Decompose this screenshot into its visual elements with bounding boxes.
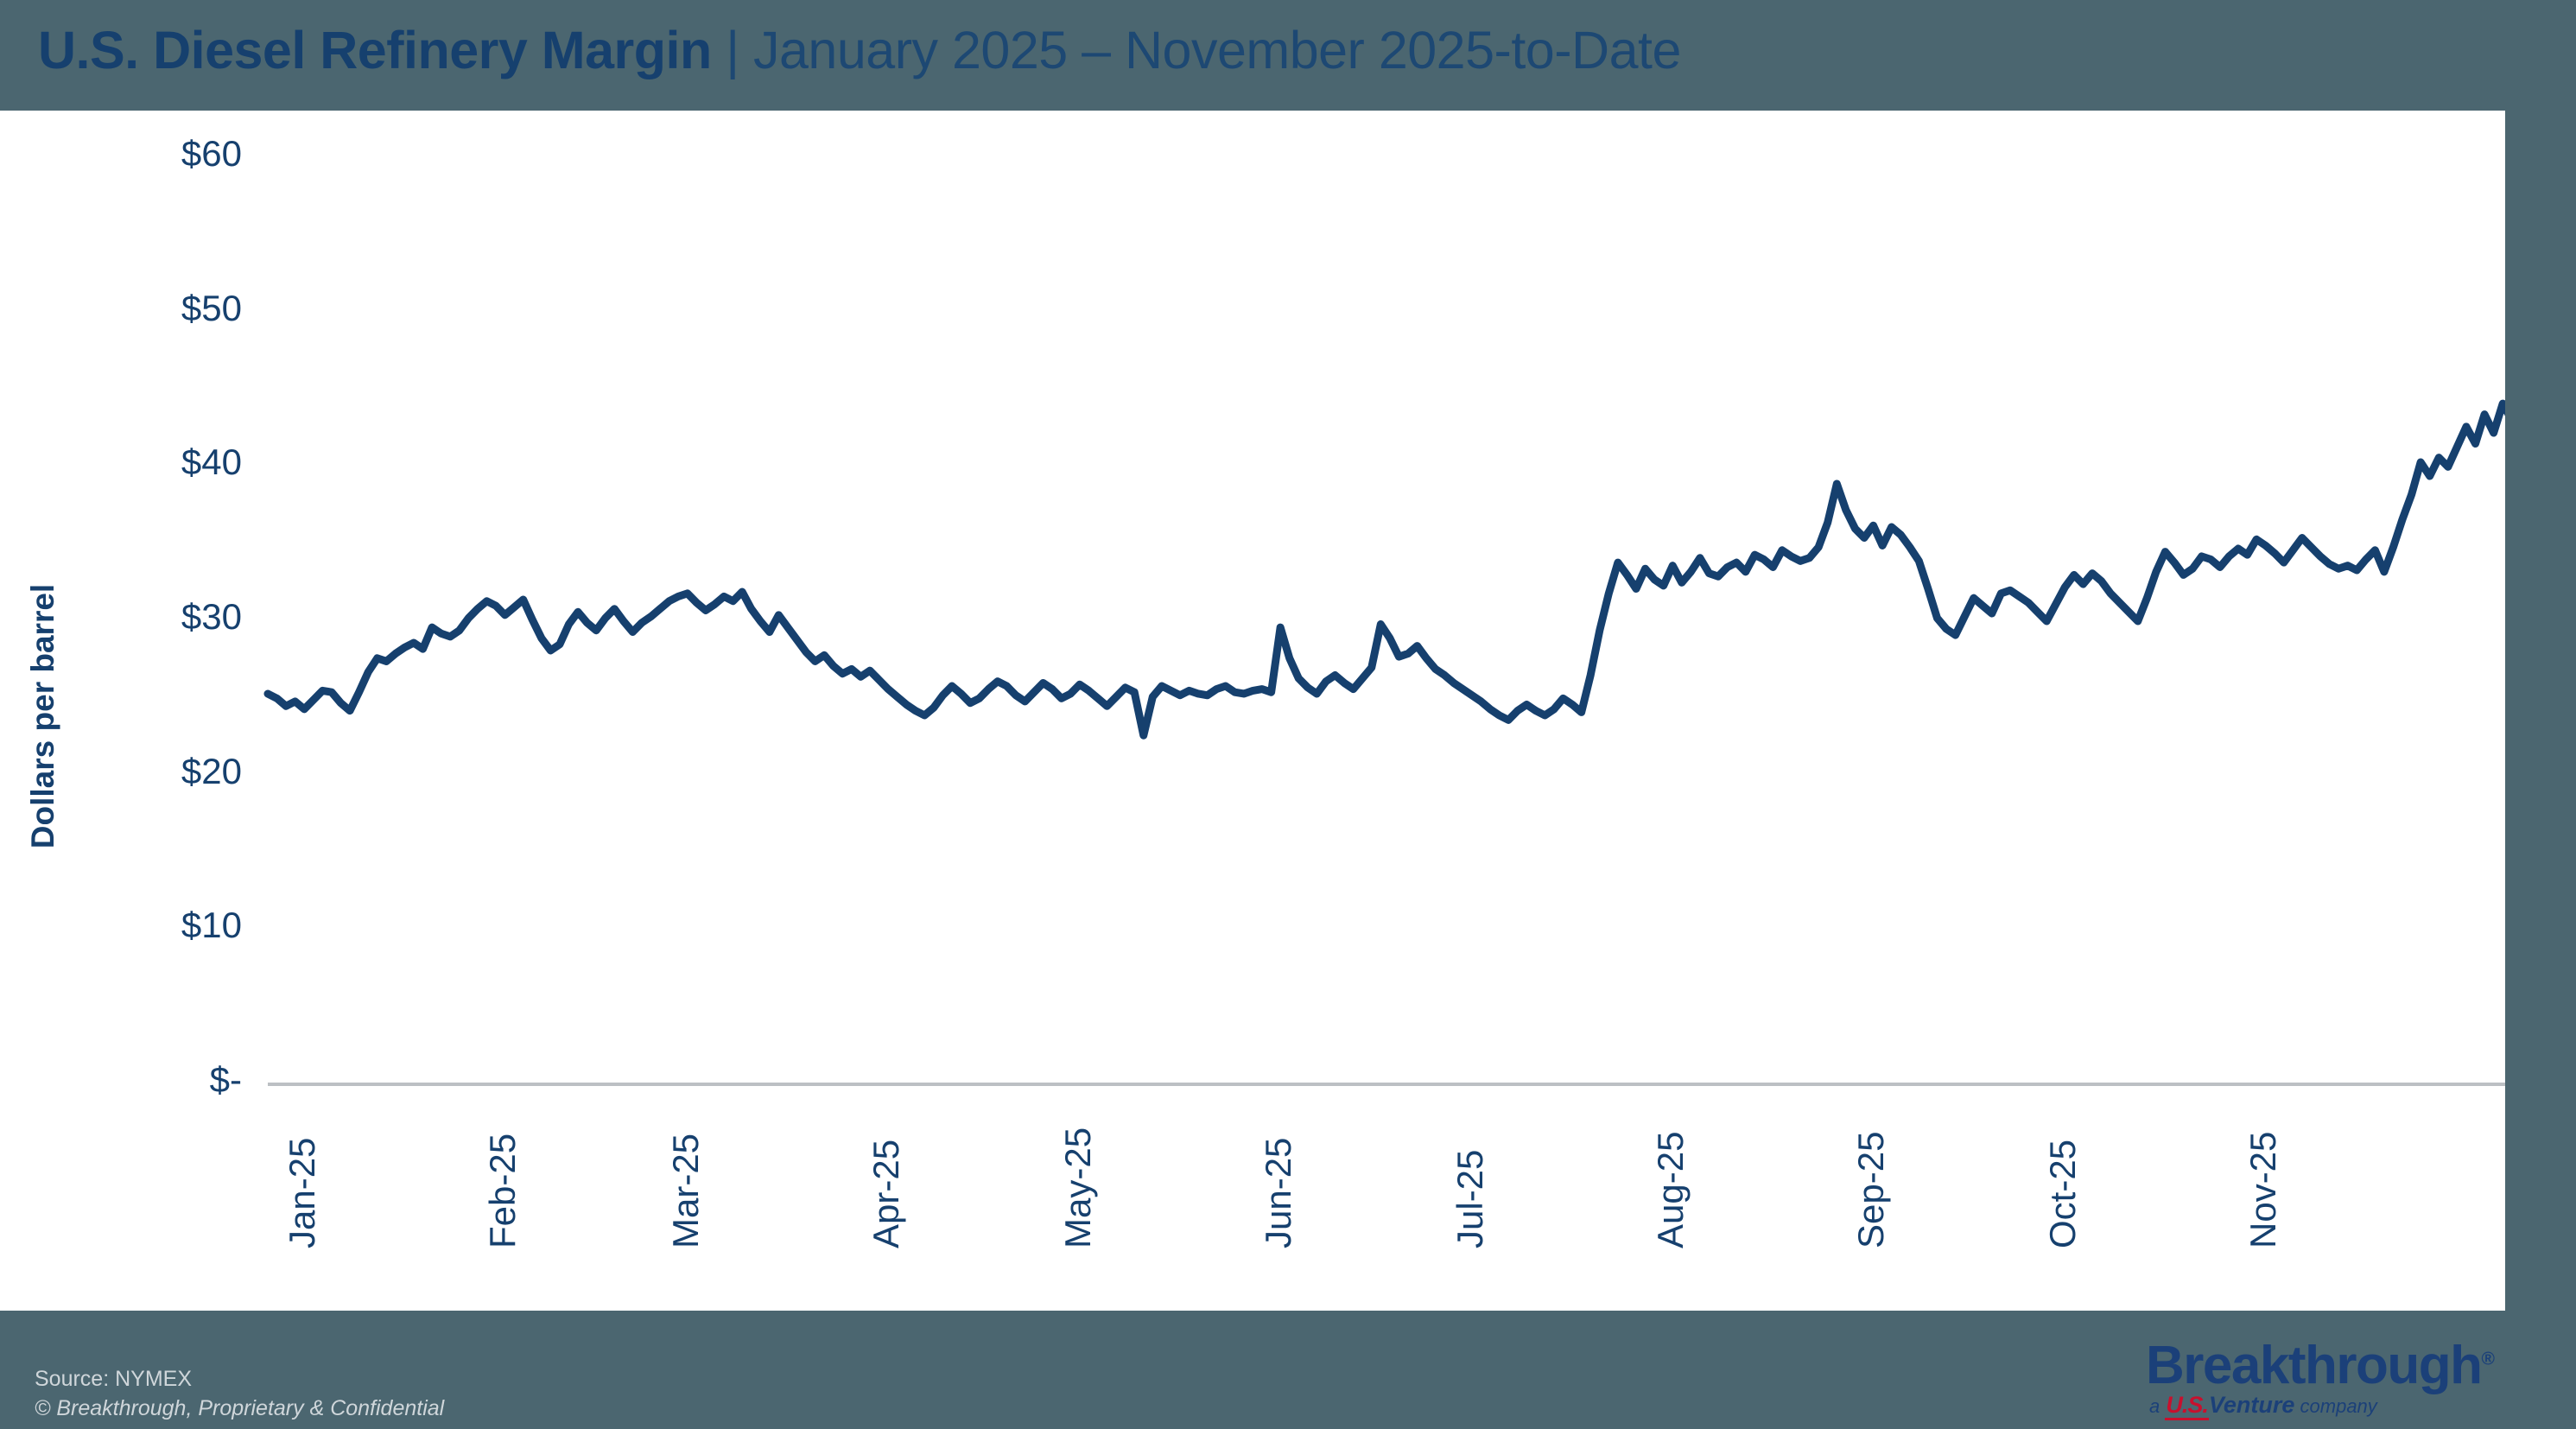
chart-plot-area: [263, 399, 2505, 1086]
logo-wordmark-text: Breakthrough: [2146, 1336, 2483, 1395]
data-series-line: [263, 399, 2505, 740]
title-separator: |: [711, 21, 753, 79]
chart-panel: Dollars per barrel $- $10 $20 $30 $40 $50 $60 …: [0, 111, 2505, 1311]
copyright-text: © Breakthrough, Proprietary & Confidenti…: [35, 1396, 445, 1420]
y-tick-label: $30: [181, 596, 242, 637]
y-tick-label: $-: [209, 1059, 242, 1100]
footer-bar: Source: NYMEX © Breakthrough, Proprietar…: [0, 1311, 2576, 1429]
title-bold-part: U.S. Diesel Refinery Margin: [38, 21, 712, 79]
y-tick-label: $20: [181, 750, 242, 791]
y-tick-label: $40: [181, 441, 242, 483]
y-tick-label: $50: [181, 287, 242, 328]
logo-tagline-company: company: [2294, 1395, 2377, 1417]
logo-tagline-us: U.S.: [2165, 1392, 2209, 1420]
logo-tagline-a: a: [2149, 1395, 2166, 1417]
y-axis-tick-labels: $- $10 $20 $30 $40 $50 $60: [112, 111, 242, 1311]
y-tick-label: $10: [181, 905, 242, 946]
logo-tagline: a U.S.Venture company: [2149, 1392, 2377, 1420]
breakthrough-logo: Breakthrough® a U.S.Venture company: [2146, 1335, 2552, 1425]
y-tick-label: $60: [181, 133, 242, 174]
title-regular-part: January 2025 – November 2025-to-Date: [753, 21, 1681, 79]
page-title: U.S. Diesel Refinery Margin | January 20…: [38, 16, 1681, 85]
source-block: Source: NYMEX © Breakthrough, Proprietar…: [35, 1364, 444, 1423]
logo-wordmark: Breakthrough®: [2146, 1335, 2495, 1396]
header-bar: U.S. Diesel Refinery Margin | January 20…: [0, 0, 2576, 111]
registered-trademark-icon: ®: [2481, 1349, 2494, 1369]
source-text: Source: NYMEX: [35, 1367, 193, 1391]
logo-tagline-venture: Venture: [2208, 1392, 2295, 1418]
